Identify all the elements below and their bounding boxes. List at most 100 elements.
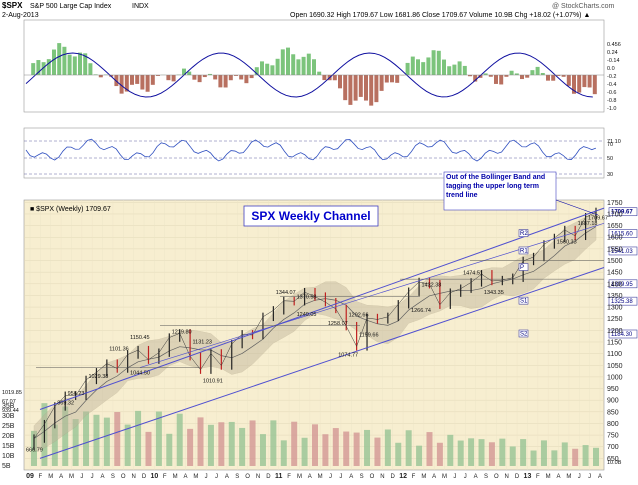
macd-histogram-bar: [291, 54, 295, 75]
price-point-label: 956.23: [68, 391, 85, 397]
macd-histogram-bar: [390, 75, 394, 82]
time-tick-label: O: [494, 474, 499, 480]
macd-histogram-bar: [151, 75, 155, 85]
time-tick-label: 11: [275, 473, 283, 480]
macd-histogram-bar: [260, 61, 264, 75]
volume-tick-label: 30B: [2, 413, 15, 420]
price-point-label: 1029.38: [88, 374, 108, 380]
macd-histogram-bar: [68, 55, 72, 75]
macd-histogram-bar: [411, 57, 415, 75]
price-point-label: 1343.35: [484, 290, 504, 296]
time-tick-label: O: [370, 474, 375, 480]
time-tick-label: A: [598, 474, 602, 480]
macd-histogram-bar: [452, 65, 456, 75]
left-value-label: 939.44: [2, 408, 19, 414]
macd-tick-label: 0.0: [607, 66, 615, 72]
macd-histogram-bar: [499, 75, 503, 84]
pivot-label: R2: [520, 231, 528, 237]
price-point-label: 1560.33: [557, 240, 577, 246]
price-point-label: 1687.18: [578, 221, 598, 227]
macd-histogram-bar: [582, 75, 586, 87]
price-tick-label: 1500: [607, 258, 623, 265]
macd-histogram-bar: [302, 57, 306, 75]
time-tick-label: J: [215, 474, 218, 480]
time-tick-label: M: [546, 474, 551, 480]
macd-tick-label: -0.8: [607, 98, 616, 104]
time-tick-label: J: [329, 474, 332, 480]
ohlc-summary: Open 1690.32 High 1709.67 Low 1681.86 Cl…: [290, 12, 590, 19]
macd-histogram-bar: [562, 75, 566, 77]
time-tick-label: M: [69, 474, 74, 480]
time-tick-label: A: [474, 474, 478, 480]
rsi-tick-label: 50: [607, 156, 613, 162]
time-tick-label: S: [111, 474, 115, 480]
price-tick-label: 700: [607, 444, 619, 451]
volume-bar: [593, 448, 599, 466]
macd-histogram-bar: [130, 75, 134, 85]
macd-histogram-bar: [525, 75, 529, 78]
volume-bar: [447, 435, 453, 466]
rsi-tick-label: 70: [607, 142, 613, 148]
volume-tick-label: 10B: [2, 453, 15, 460]
macd-histogram-bar: [224, 75, 228, 87]
volume-bar: [354, 433, 360, 466]
volume-bar: [468, 438, 474, 466]
time-tick-label: A: [557, 474, 561, 480]
time-tick-label: M: [48, 474, 53, 480]
time-tick-label: S: [235, 474, 239, 480]
annotation-text: Out of the Bollinger Band and tagging th…: [446, 173, 556, 200]
macd-histogram-bar: [317, 72, 321, 75]
volume-bar: [499, 439, 505, 466]
macd-histogram-bar: [270, 65, 274, 75]
macd-histogram-bar: [172, 75, 176, 81]
macd-histogram-bar: [203, 75, 207, 77]
time-tick-label: 10: [150, 473, 158, 480]
macd-histogram-bar: [192, 75, 196, 80]
price-point-label: 1074.77: [338, 352, 358, 358]
time-tick-label: D: [142, 474, 147, 480]
time-tick-label: J: [80, 474, 83, 480]
time-tick-label: 13: [524, 473, 532, 480]
rsi-panel: [24, 128, 604, 178]
macd-histogram-bar: [135, 75, 139, 84]
time-tick-label: F: [163, 474, 167, 480]
macd-histogram-bar: [146, 75, 150, 92]
price-tick-label: 750: [607, 433, 619, 440]
time-tick-label: S: [360, 474, 364, 480]
macd-histogram-bar: [312, 59, 316, 75]
macd-histogram-bar: [437, 51, 441, 75]
volume-bar: [426, 432, 432, 466]
macd-histogram-bar: [541, 73, 545, 75]
macd-histogram-bar: [213, 75, 217, 79]
macd-histogram-bar: [385, 75, 389, 83]
time-tick-label: F: [536, 474, 540, 480]
macd-histogram-bar: [546, 75, 550, 81]
macd-histogram-bar: [354, 75, 358, 101]
volume-bar: [291, 422, 297, 466]
price-point-label: 1249.05: [297, 312, 317, 318]
macd-histogram-bar: [577, 75, 581, 93]
left-value-label: 1019.85: [2, 390, 22, 396]
macd-histogram-bar: [551, 75, 555, 81]
volume-bar: [583, 445, 589, 466]
volume-bar: [395, 443, 401, 466]
price-point-label: 1422.38: [421, 283, 441, 289]
price-point-label: 1131.23: [193, 339, 212, 345]
volume-bar: [166, 434, 172, 466]
pivot-label: R1: [520, 248, 528, 254]
volume-tick-label: 20B: [2, 433, 15, 440]
price-point-label: 1159.66: [359, 333, 378, 339]
macd-histogram-bar: [218, 75, 222, 87]
macd-histogram-bar: [447, 66, 451, 75]
time-tick-label: 09: [26, 473, 34, 480]
macd-histogram-bar: [510, 71, 514, 75]
macd-histogram-bar: [333, 75, 337, 80]
price-tick-label: 1750: [607, 200, 623, 207]
volume-bar: [364, 430, 370, 466]
volume-bar: [333, 428, 339, 466]
volume-bar: [135, 411, 141, 466]
time-tick-label: S: [484, 474, 488, 480]
volume-bar: [145, 432, 151, 466]
price-tick-label: 850: [607, 409, 619, 416]
chart-date: 2-Aug-2013: [2, 12, 39, 19]
